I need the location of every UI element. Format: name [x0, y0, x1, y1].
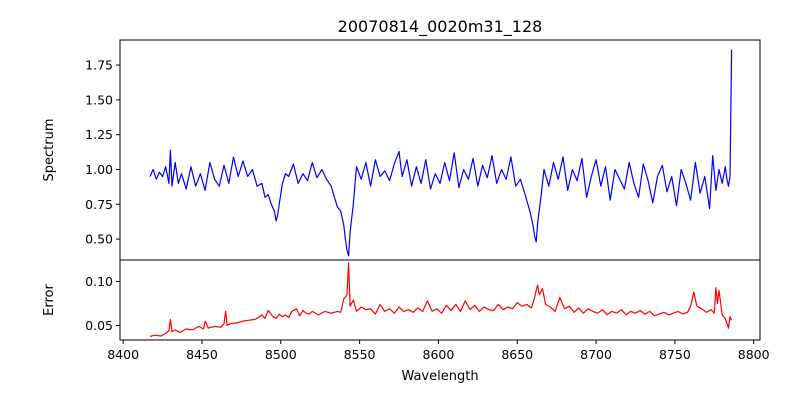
error-ylabel: Error — [42, 284, 57, 316]
spectrum-series-line — [149, 49, 733, 257]
spectrum-ylabel: Spectrum — [42, 119, 57, 182]
x-tick-label: 8700 — [580, 347, 612, 362]
spectrum-ytick-label: 1.75 — [85, 58, 113, 73]
spectrum-panel: 0.50 0.75 1.00 1.25 1.50 1.75 Spectrum — [42, 39, 761, 261]
chart-title: 20070814_0020m31_128 — [338, 17, 543, 37]
x-tick-label: 8450 — [186, 347, 218, 362]
spectrum-ytick-label: 1.00 — [85, 162, 113, 177]
spectrum-axes-frame — [119, 39, 761, 261]
spectrum-ytick-label: 0.75 — [85, 197, 113, 212]
error-ytick-label: 0.05 — [85, 318, 113, 333]
spectrum-ytick-label: 0.50 — [85, 232, 113, 247]
error-series-line — [149, 262, 733, 338]
x-tick-label: 8800 — [738, 347, 770, 362]
x-tick-label: 8500 — [265, 347, 297, 362]
x-axis-label: Wavelength — [401, 369, 478, 384]
x-tick-label: 8600 — [423, 347, 455, 362]
spectrum-ytick-label: 1.50 — [85, 92, 113, 107]
spectrum-ytick-label: 1.25 — [85, 127, 113, 142]
x-tick-label: 8550 — [344, 347, 376, 362]
error-axes-frame — [119, 259, 761, 341]
x-tick-label: 8650 — [501, 347, 533, 362]
x-tick-label: 8400 — [107, 347, 139, 362]
x-tick-label: 8750 — [659, 347, 691, 362]
error-panel: 0.05 0.10 Error — [42, 259, 761, 341]
error-ytick-label: 0.10 — [85, 274, 113, 289]
